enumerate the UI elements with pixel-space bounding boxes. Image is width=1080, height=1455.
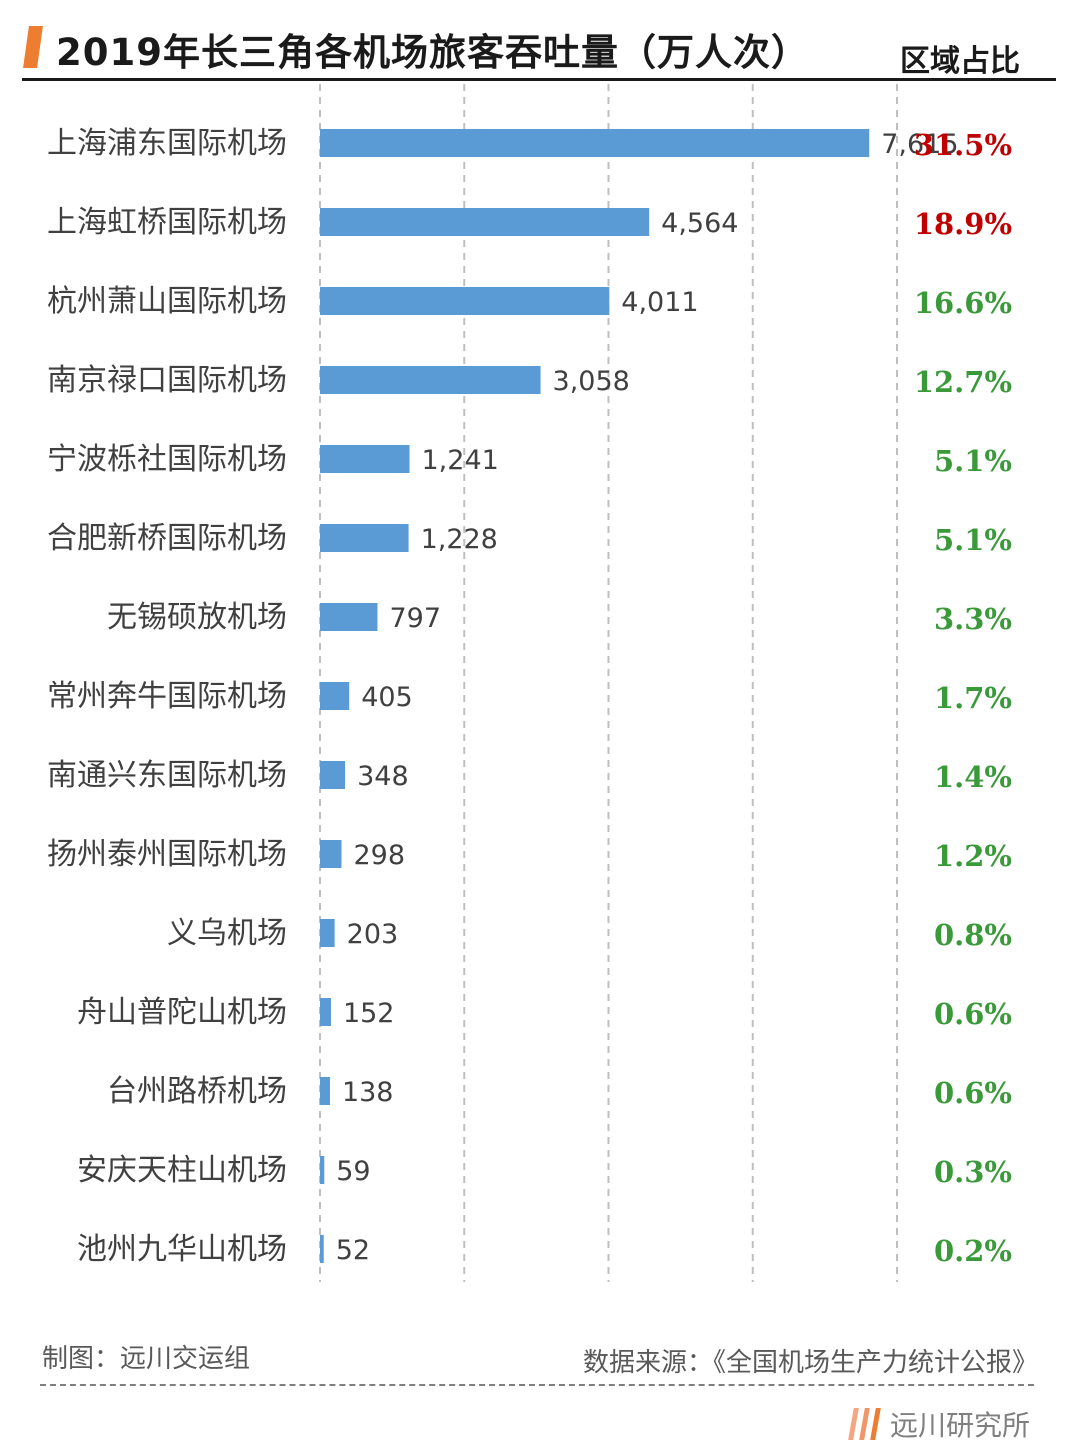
brand: 远川研究所 (848, 1404, 1030, 1444)
value-label: 59 (336, 1156, 370, 1187)
category-label: 上海虹桥国际机场 (47, 205, 287, 240)
share-label: 5.1% (934, 523, 1012, 557)
share-label: 18.9% (914, 207, 1012, 241)
value-label: 7,615 (881, 129, 958, 160)
category-label: 舟山普陀山机场 (77, 995, 287, 1030)
share-label: 3.3% (934, 602, 1012, 636)
share-label: 0.2% (934, 1234, 1012, 1268)
share-label: 0.6% (934, 1076, 1012, 1110)
bar (320, 208, 650, 236)
category-label: 宁波栎社国际机场 (47, 442, 287, 477)
value-label: 203 (347, 919, 399, 950)
share-label: 0.6% (934, 997, 1012, 1031)
value-label: 348 (357, 761, 409, 792)
bar (320, 603, 378, 631)
share-label: 16.6% (914, 286, 1012, 320)
bar (320, 366, 541, 394)
footer-credit: 制图：远川交运组 (42, 1344, 251, 1374)
share-label: 5.1% (934, 444, 1012, 478)
value-label: 152 (343, 998, 395, 1029)
chart-title: 2019年长三角各机场旅客吞吐量（万人次） (56, 31, 809, 74)
share-label: 12.7% (914, 365, 1012, 399)
footer-divider (40, 1384, 1034, 1386)
category-label: 南京禄口国际机场 (47, 363, 287, 398)
value-label: 52 (336, 1235, 370, 1266)
category-label: 南通兴东国际机场 (47, 758, 287, 793)
bar (320, 129, 870, 157)
value-label: 3,058 (553, 366, 630, 397)
footer-source: 数据来源：《全国机场生产力统计公报》 (582, 1348, 1038, 1378)
share-label: 0.8% (934, 918, 1012, 952)
share-label: 0.3% (934, 1155, 1012, 1189)
category-label: 义乌机场 (167, 916, 287, 951)
bar (320, 445, 410, 473)
stripes-logo-icon (848, 1408, 881, 1440)
category-label: 上海浦东国际机场 (47, 126, 287, 161)
share-label: 1.7% (934, 681, 1012, 715)
brand-name: 远川研究所 (889, 1409, 1030, 1442)
category-label: 安庆天柱山机场 (77, 1153, 287, 1188)
bar (320, 919, 335, 947)
bar (320, 840, 342, 868)
category-label: 杭州萧山国际机场 (47, 284, 287, 319)
value-label: 1,228 (421, 524, 498, 555)
category-label: 台州路桥机场 (107, 1074, 287, 1109)
share-column-header: 区域占比 (900, 44, 1020, 79)
share-label: 1.4% (934, 760, 1012, 794)
category-label: 扬州泰州国际机场 (47, 837, 287, 872)
bar (320, 682, 350, 710)
bar (320, 1077, 330, 1105)
bar (320, 287, 610, 315)
bar (320, 1235, 324, 1263)
value-label: 138 (342, 1077, 394, 1108)
category-label: 常州奔牛国际机场 (47, 679, 287, 714)
category-label: 池州九华山机场 (77, 1232, 287, 1267)
bar (320, 1156, 325, 1184)
header-divider (22, 78, 1056, 81)
value-label: 298 (353, 840, 405, 871)
value-label: 797 (389, 603, 441, 634)
category-label: 合肥新桥国际机场 (47, 521, 287, 556)
value-label: 4,011 (621, 287, 698, 318)
value-label: 1,241 (422, 445, 499, 476)
category-label: 无锡硕放机场 (107, 600, 287, 635)
bar (320, 761, 346, 789)
share-label: 1.2% (934, 839, 1012, 873)
bar (320, 524, 409, 552)
value-label: 4,564 (661, 208, 738, 239)
title-marker-icon (23, 26, 43, 68)
share-label: 31.5% (914, 128, 1012, 162)
bar (320, 998, 331, 1026)
value-label: 405 (361, 682, 413, 713)
